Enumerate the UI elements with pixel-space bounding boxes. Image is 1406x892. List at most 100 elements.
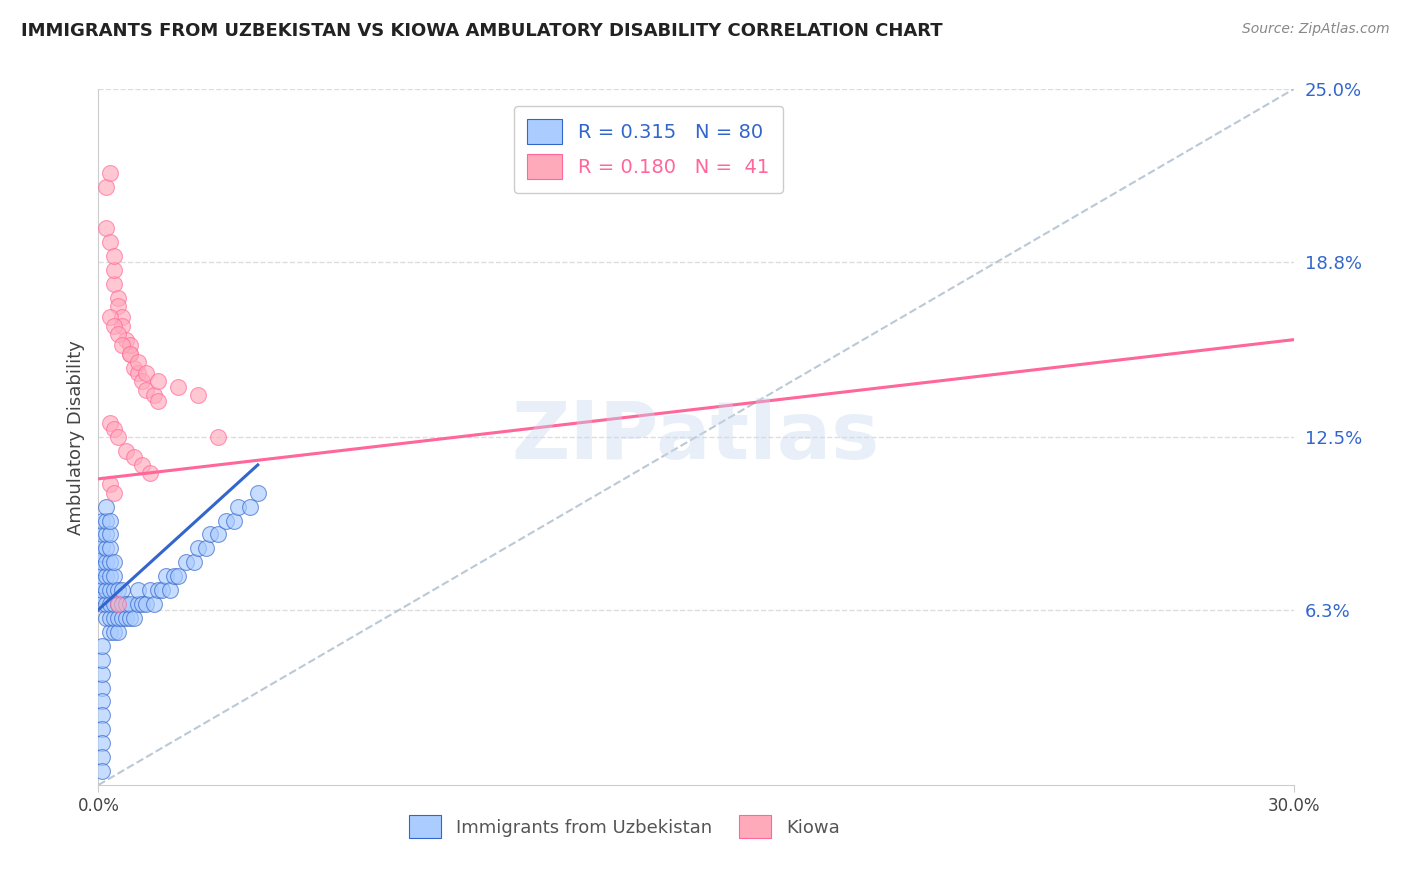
Point xyxy=(91,547,114,561)
Point xyxy=(111,318,134,333)
Point xyxy=(107,624,129,639)
Point xyxy=(91,764,114,778)
Point xyxy=(98,416,122,430)
Text: Source: ZipAtlas.com: Source: ZipAtlas.com xyxy=(1241,22,1389,37)
Point xyxy=(222,514,245,528)
Point xyxy=(115,333,138,347)
Point xyxy=(98,569,122,583)
Point xyxy=(98,583,122,598)
Point xyxy=(98,514,122,528)
Point xyxy=(143,388,166,402)
Point xyxy=(91,569,114,583)
Point xyxy=(91,736,114,750)
Point xyxy=(127,366,149,380)
Point xyxy=(174,555,197,569)
Point xyxy=(139,467,162,481)
Point xyxy=(98,477,122,491)
Point xyxy=(115,597,138,611)
Point xyxy=(120,346,142,360)
Point xyxy=(139,583,162,598)
Point xyxy=(96,179,118,194)
Point xyxy=(91,708,114,723)
Point xyxy=(103,485,125,500)
Point xyxy=(124,611,146,625)
Point xyxy=(107,299,129,313)
Point xyxy=(103,422,125,436)
Point xyxy=(120,597,142,611)
Point xyxy=(207,527,229,541)
Point xyxy=(150,583,173,598)
Point xyxy=(226,500,249,514)
Point xyxy=(195,541,218,556)
Point xyxy=(98,611,122,625)
Point xyxy=(127,597,149,611)
Point xyxy=(103,569,125,583)
Point xyxy=(96,611,118,625)
Point xyxy=(207,430,229,444)
Point xyxy=(91,681,114,695)
Point xyxy=(124,450,146,464)
Point xyxy=(167,569,190,583)
Point xyxy=(103,611,125,625)
Point xyxy=(98,541,122,556)
Point xyxy=(91,561,114,575)
Point xyxy=(91,723,114,737)
Point xyxy=(148,375,170,389)
Point xyxy=(91,527,114,541)
Point xyxy=(91,639,114,653)
Point xyxy=(115,444,138,458)
Point xyxy=(111,310,134,325)
Point xyxy=(98,310,122,325)
Point xyxy=(167,380,190,394)
Point xyxy=(91,694,114,708)
Point xyxy=(98,166,122,180)
Point xyxy=(111,597,134,611)
Point xyxy=(91,597,114,611)
Point xyxy=(107,597,129,611)
Point xyxy=(246,485,269,500)
Point xyxy=(107,583,129,598)
Point xyxy=(96,541,118,556)
Point xyxy=(107,291,129,305)
Point xyxy=(96,569,118,583)
Point xyxy=(103,277,125,291)
Point xyxy=(96,514,118,528)
Point xyxy=(120,338,142,352)
Point xyxy=(135,366,157,380)
Point xyxy=(98,597,122,611)
Point xyxy=(131,375,153,389)
Point xyxy=(115,611,138,625)
Point xyxy=(107,430,129,444)
Point xyxy=(91,666,114,681)
Point xyxy=(103,318,125,333)
Point xyxy=(163,569,186,583)
Point xyxy=(96,527,118,541)
Point xyxy=(98,527,122,541)
Point xyxy=(135,383,157,397)
Point xyxy=(120,346,142,360)
Point xyxy=(103,624,125,639)
Point xyxy=(187,541,209,556)
Point xyxy=(111,338,134,352)
Point xyxy=(98,555,122,569)
Point xyxy=(155,569,177,583)
Point xyxy=(198,527,221,541)
Point xyxy=(187,388,209,402)
Point xyxy=(107,327,129,342)
Point xyxy=(131,597,153,611)
Point xyxy=(91,583,114,598)
Point xyxy=(239,500,262,514)
Point xyxy=(103,263,125,277)
Point xyxy=(131,458,153,472)
Point xyxy=(183,555,205,569)
Text: IMMIGRANTS FROM UZBEKISTAN VS KIOWA AMBULATORY DISABILITY CORRELATION CHART: IMMIGRANTS FROM UZBEKISTAN VS KIOWA AMBU… xyxy=(21,22,942,40)
Point xyxy=(127,583,149,598)
Point xyxy=(91,514,114,528)
Point xyxy=(96,555,118,569)
Point xyxy=(91,577,114,591)
Point xyxy=(103,597,125,611)
Point xyxy=(91,589,114,603)
Point xyxy=(148,393,170,408)
Point xyxy=(111,611,134,625)
Point xyxy=(103,555,125,569)
